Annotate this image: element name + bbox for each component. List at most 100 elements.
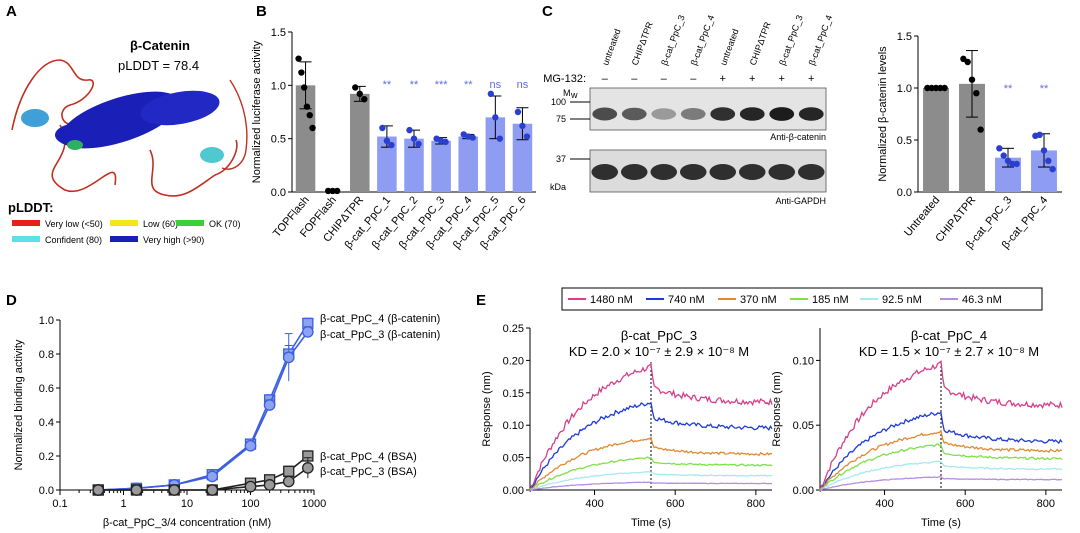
sensorgram-trace	[819, 443, 1063, 491]
y-tick-label: 0.05	[503, 453, 524, 465]
legend-swatch-very-low	[12, 220, 40, 226]
series-line	[98, 331, 309, 491]
bar	[404, 138, 424, 192]
x-tick-label: 800	[747, 498, 765, 510]
data-point	[496, 135, 504, 142]
y-tick-label: 1.0	[897, 83, 912, 95]
lane-label: β-cat_PpC_4	[689, 14, 716, 67]
blot-band	[650, 164, 678, 180]
mg132-sign: +	[720, 73, 726, 85]
y-tick-label: 1.5	[897, 31, 912, 43]
legend-very-high: Very high (>90)	[143, 235, 204, 245]
chart-title: β-cat_PpC_4	[911, 328, 987, 343]
mg132-sign: –	[631, 73, 638, 85]
sensorgram-trace	[529, 436, 773, 492]
y-tick-label: 0.0	[39, 485, 54, 497]
data-point	[977, 126, 984, 133]
legend-label: 370 nM	[740, 294, 777, 306]
blot-band	[651, 108, 677, 120]
data-point	[469, 134, 476, 141]
blot-band	[798, 107, 824, 121]
western-blot: untreated–CHIPΔTPR–β-cat_PpC_3–β-cat_PpC…	[543, 14, 834, 206]
data-point	[282, 475, 295, 488]
bar	[923, 88, 949, 192]
legend-swatch-confident	[12, 236, 40, 242]
y-tick-label: 0.20	[503, 355, 524, 367]
bar	[458, 136, 478, 192]
kd-value: KD = 1.5 × 10⁻⁷ ± 2.7 × 10⁻⁸ M	[859, 344, 1039, 359]
significance-label: ***	[435, 79, 449, 91]
x-axis-label: Time (s)	[631, 517, 671, 529]
significance-label: **	[1040, 83, 1049, 95]
series-label: β-cat_PpC_4 (BSA)	[320, 451, 417, 463]
blot-band	[679, 164, 707, 180]
data-point	[1045, 157, 1052, 164]
lane-label: β-cat_PpC_3	[777, 14, 804, 67]
significance-label: ns	[517, 79, 529, 91]
data-point	[244, 439, 257, 452]
kd-value: KD = 2.0 × 10⁻⁷ ± 2.9 × 10⁻⁸ M	[569, 344, 749, 359]
chart-b: 0.0 0.5 1.0 1.5 Normalized luciferase activi…	[251, 27, 536, 251]
plddt-score: pLDDT = 78.4	[118, 58, 199, 73]
y-tick-label: 0.0	[897, 187, 912, 199]
chart-e-legend: 1480 nM 740 nM 370 nM 185 nM 92.5 nM 46.3 nM	[561, 287, 1043, 311]
chart-e-left: 0.00 0.05 0.10 0.15 0.20 0.25 400 600 800 Time (s…	[481, 323, 773, 529]
legend-low: Low (60)	[143, 219, 178, 229]
y-tick-label: 0.00	[503, 485, 524, 497]
y-tick-label: 0.5	[897, 135, 912, 147]
legend-label: 185 nM	[812, 294, 849, 306]
chart-d: 0.0 0.2 0.4 0.6 0.8 1.0 0.1 1 10 100 1000 β-cat_PpC…	[13, 313, 440, 529]
mw-marker: 100	[551, 97, 566, 107]
blot-band	[621, 107, 647, 121]
blot-top	[589, 87, 827, 131]
x-tick-label: 400	[585, 498, 603, 510]
data-point	[1036, 131, 1043, 138]
legend-swatch-low	[110, 220, 138, 226]
blot-band	[739, 107, 765, 121]
chart-title: β-cat_PpC_3	[621, 328, 697, 343]
legend-box	[561, 287, 1043, 311]
x-tick-label: 800	[1037, 498, 1055, 510]
x-tick-label: 100	[241, 498, 259, 510]
legend-label: 740 nM	[668, 294, 705, 306]
significance-label: **	[464, 79, 473, 91]
lane-label: CHIPΔTPR	[748, 20, 773, 67]
mg132-sign: –	[602, 73, 609, 85]
panel-c-label: C	[542, 3, 553, 20]
y-tick-label: 0.2	[39, 451, 54, 463]
plddt-legend: Very low (<50) Low (60) OK (70) Confiden…	[12, 219, 241, 245]
data-point	[283, 465, 295, 477]
sensorgram-trace	[819, 429, 1063, 492]
sensorgram-trace	[819, 476, 1063, 491]
mw-label: M	[563, 88, 571, 98]
significance-label: ns	[490, 79, 502, 91]
y-tick-label: 0.0	[271, 187, 286, 199]
y-tick-label: 0.10	[793, 355, 814, 367]
x-tick-label: 600	[956, 498, 974, 510]
lane-label: β-cat_PpC_4	[807, 14, 834, 67]
data-point	[379, 124, 386, 132]
lane-label: untreated	[718, 28, 740, 67]
data-point	[361, 96, 368, 103]
mg132-label: MG-132:	[543, 73, 586, 85]
sensorgram-trace	[819, 360, 1063, 491]
data-point	[1040, 147, 1048, 154]
blot-band	[768, 164, 796, 180]
y-axis-label: Normalized luciferase activity	[251, 40, 263, 183]
blot-band	[710, 107, 736, 121]
data-point	[263, 479, 276, 491]
mw-marker: 37	[556, 154, 566, 164]
data-point	[442, 138, 449, 146]
y-tick-label: 0.8	[39, 349, 54, 361]
blot-label-top: Anti-β-catenin	[770, 132, 826, 142]
protein-title: β-Catenin	[130, 38, 190, 53]
kda-label: kDa	[550, 182, 566, 192]
data-point	[973, 90, 980, 97]
x-tick-label: 1000	[302, 498, 326, 510]
data-point	[333, 187, 341, 195]
blot-band	[680, 108, 706, 120]
blot-label-bottom: Anti-GAPDH	[775, 196, 826, 206]
blot-band	[738, 164, 766, 180]
legend-label: 46.3 nM	[962, 294, 1002, 306]
